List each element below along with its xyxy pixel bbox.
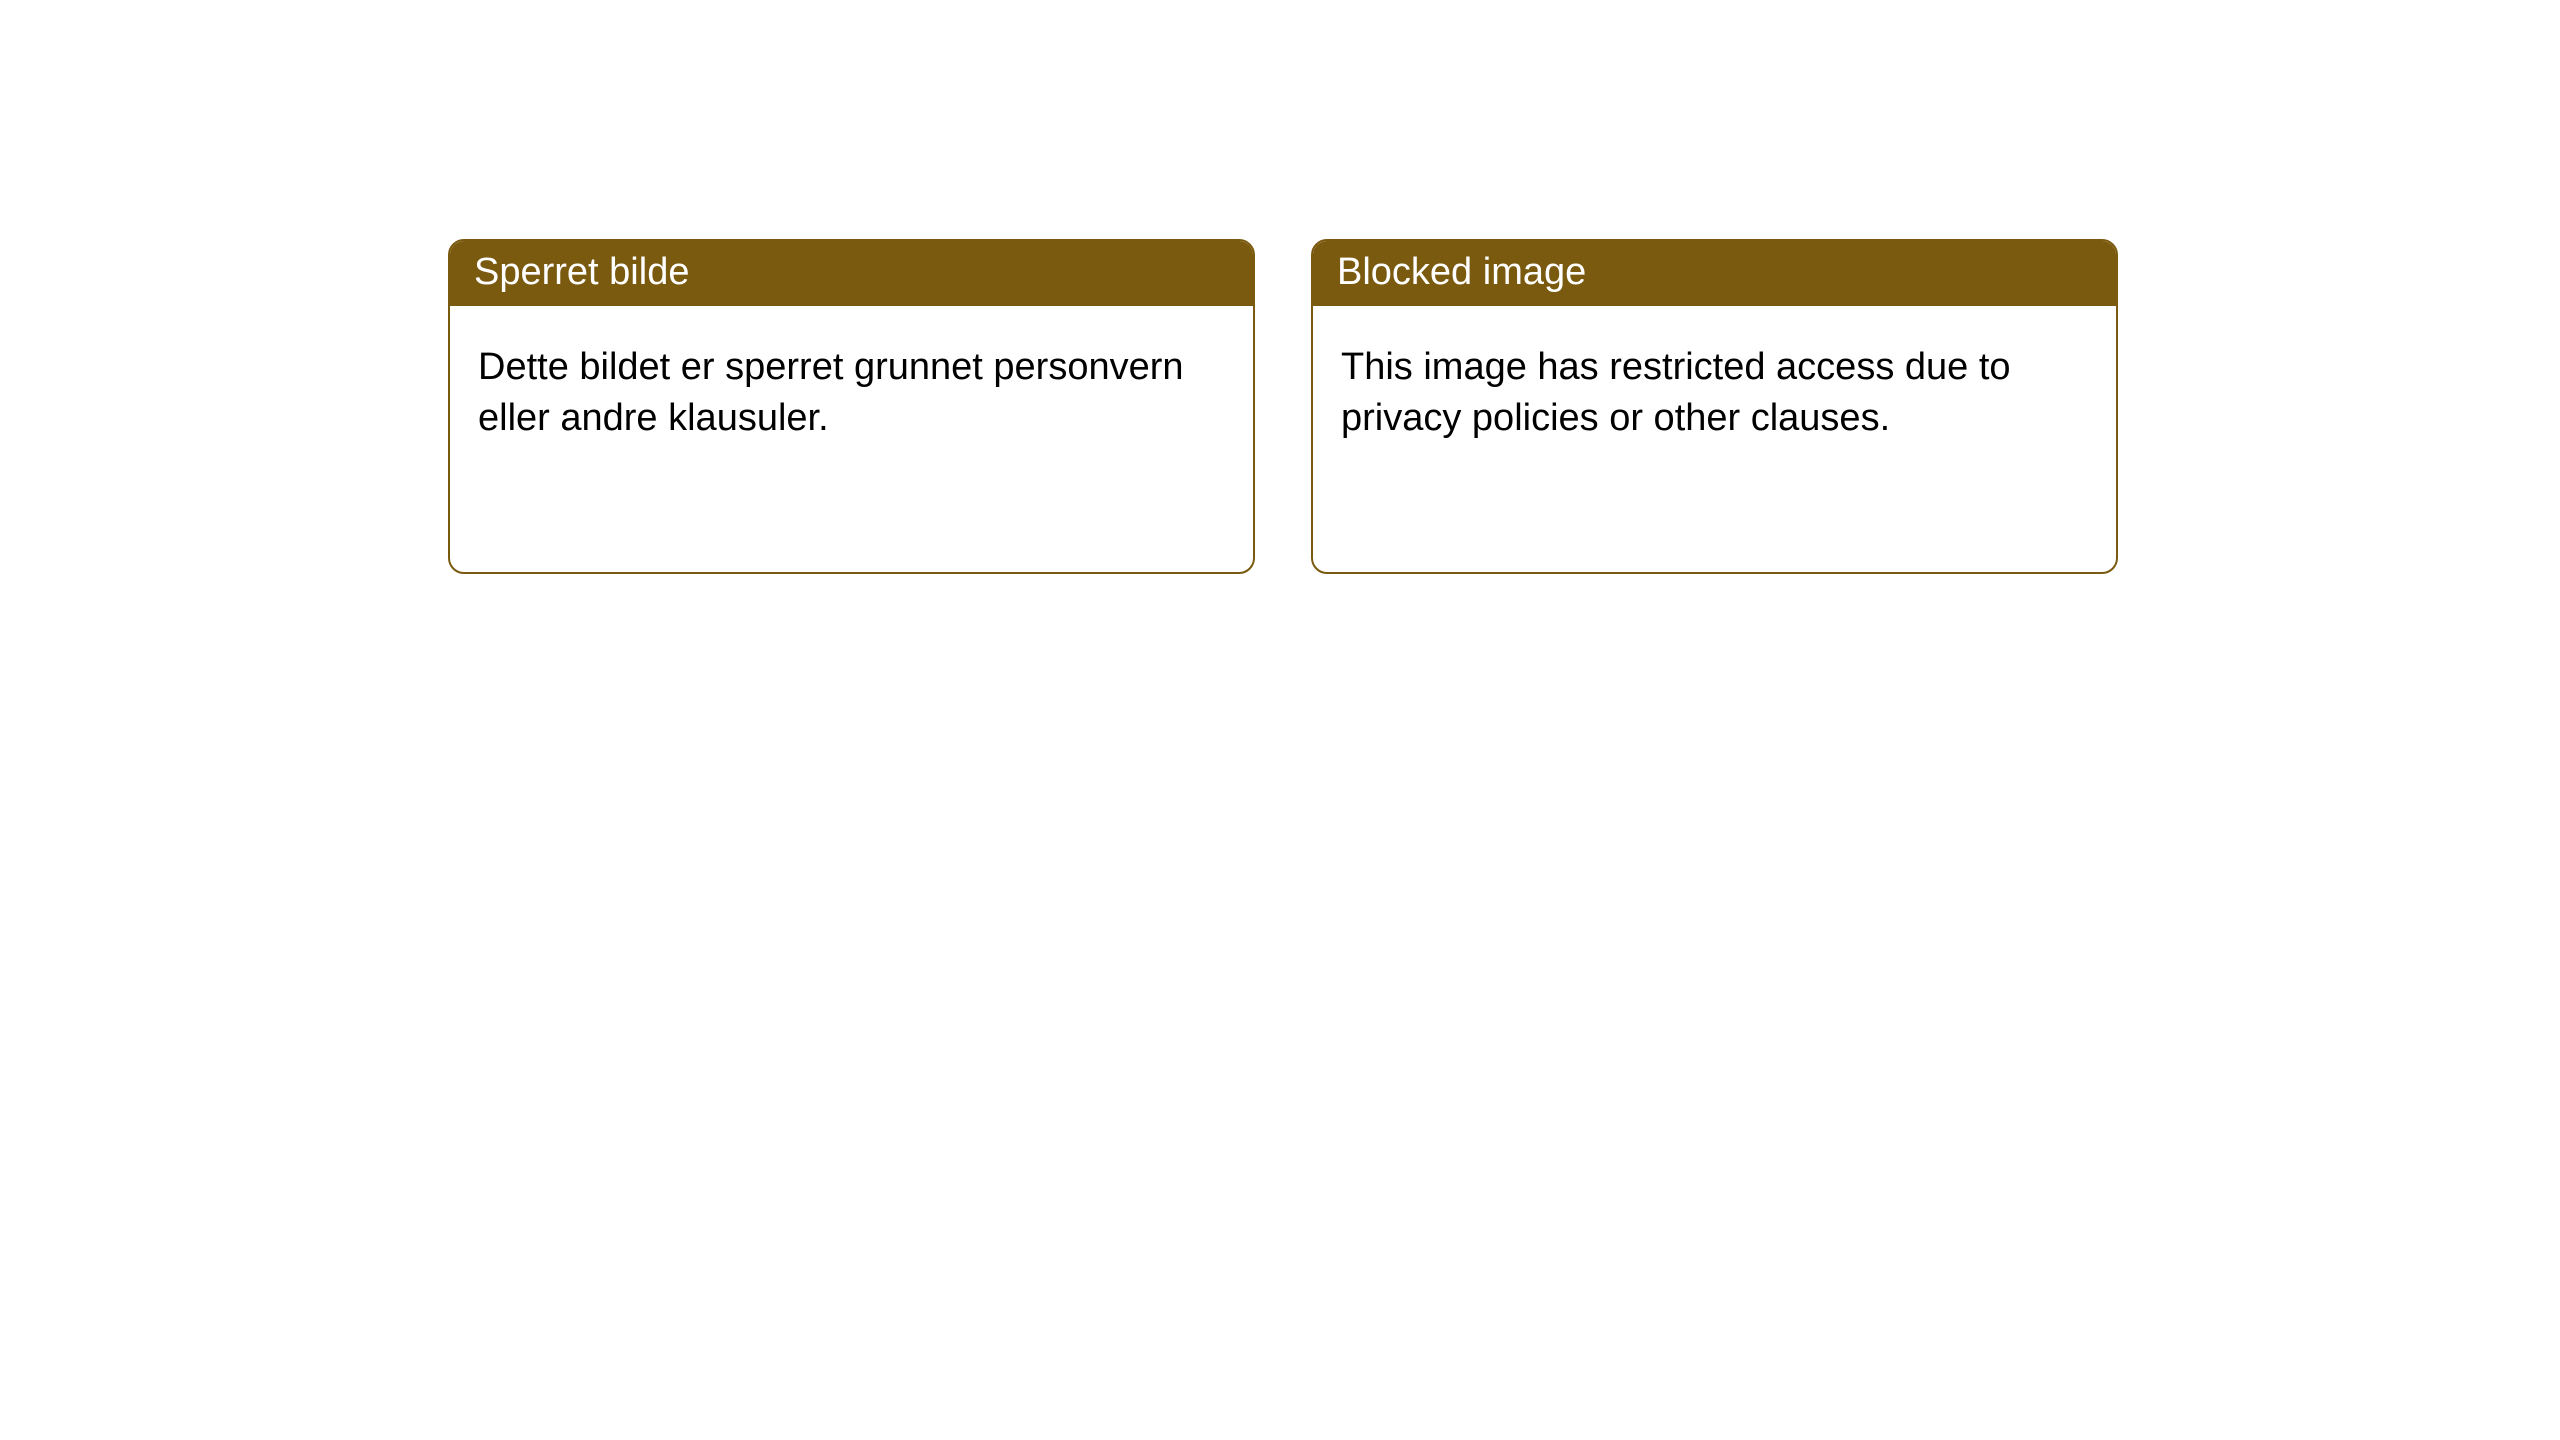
card-header: Blocked image xyxy=(1313,241,2116,306)
notice-cards-container: Sperret bilde Dette bildet er sperret gr… xyxy=(448,239,2118,574)
notice-card-english: Blocked image This image has restricted … xyxy=(1311,239,2118,574)
card-title: Sperret bilde xyxy=(474,251,689,293)
notice-card-norwegian: Sperret bilde Dette bildet er sperret gr… xyxy=(448,239,1255,574)
card-header: Sperret bilde xyxy=(450,241,1253,306)
card-body: Dette bildet er sperret grunnet personve… xyxy=(450,306,1253,481)
card-body: This image has restricted access due to … xyxy=(1313,306,2116,481)
card-body-text: Dette bildet er sperret grunnet personve… xyxy=(478,346,1184,439)
card-title: Blocked image xyxy=(1337,251,1586,293)
card-body-text: This image has restricted access due to … xyxy=(1341,346,2011,439)
